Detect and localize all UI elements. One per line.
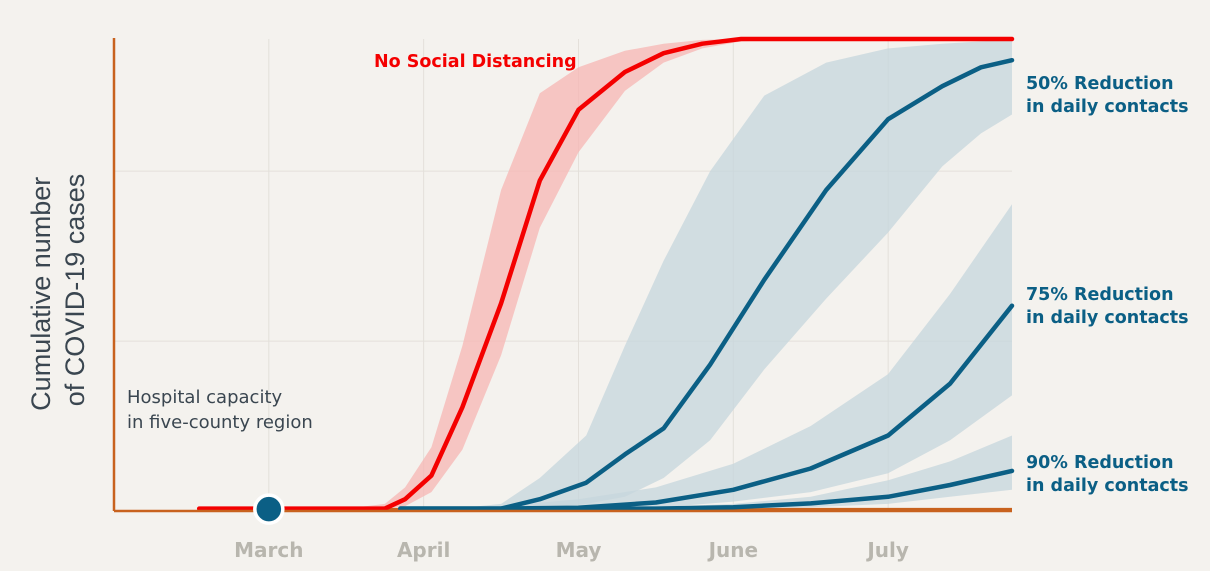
- hospital-capacity-line-2: in five-county region: [127, 412, 313, 433]
- x-tick-label-may: May: [556, 538, 602, 562]
- confidence-bands: [199, 39, 1012, 511]
- x-tick-label-july: July: [865, 538, 909, 562]
- hospital-capacity-annotation: Hospital capacity in five-county region: [127, 387, 313, 433]
- series-labels: No Social Distancing 50% Reduction in dail…: [374, 52, 1189, 496]
- y-axis-label: Cumulative number of COVID-19 cases: [26, 169, 90, 411]
- x-tick-label-june: June: [707, 538, 758, 562]
- series-label-line: in daily contacts: [1026, 308, 1189, 328]
- series-lines: [196, 36, 1015, 511]
- x-tick-label-march: March: [234, 538, 303, 562]
- series-label-line: 90% Reduction: [1026, 453, 1174, 473]
- markers: [253, 493, 285, 525]
- line-no-social-distancing: [196, 36, 1015, 511]
- series-label-75-reduction-in-daily-contacts: 75% Reduction in daily contacts: [1026, 285, 1189, 328]
- x-ticks: March April May June July: [234, 538, 909, 562]
- band-50-reduction-in-daily-contacts: [400, 39, 1012, 509]
- series-label-90-reduction-in-daily-contacts: 90% Reduction in daily contacts: [1026, 453, 1189, 496]
- line-90-reduction-in-daily-contacts: [398, 468, 1015, 511]
- series-label-no-social-distancing: No Social Distancing: [374, 52, 577, 72]
- x-tick-label-april: April: [397, 538, 450, 562]
- march-marker: [253, 493, 285, 525]
- y-axis-label-line-1: Cumulative number: [26, 177, 56, 411]
- y-axis-label-line-2: of COVID-19 cases: [60, 174, 90, 407]
- series-label-line: No Social Distancing: [374, 52, 577, 72]
- series-label-line: in daily contacts: [1026, 476, 1189, 496]
- band-75-reduction-in-daily-contacts: [400, 204, 1012, 509]
- series-label-line: in daily contacts: [1026, 97, 1189, 117]
- series-label-50-reduction-in-daily-contacts: 50% Reduction in daily contacts: [1026, 74, 1189, 117]
- hospital-capacity-line-1: Hospital capacity: [127, 387, 283, 408]
- series-label-line: 75% Reduction: [1026, 285, 1174, 305]
- band-90-reduction-in-daily-contacts: [400, 435, 1012, 509]
- series-label-line: 50% Reduction: [1026, 74, 1174, 94]
